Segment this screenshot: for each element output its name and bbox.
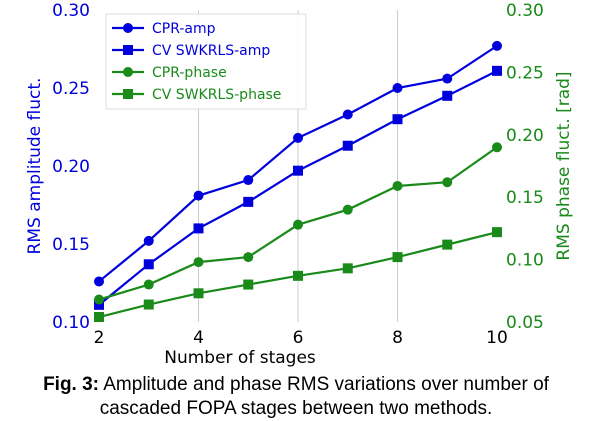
x-tick-label-4: 4	[193, 328, 204, 348]
y-right-tick-label-0.25: 0.25	[506, 63, 544, 83]
series-1-point-2	[193, 223, 204, 234]
series-0-point-4	[293, 132, 303, 143]
y-right-tick-label-0.30: 0.30	[506, 1, 544, 21]
series-1-point-0	[94, 299, 104, 310]
y-left-tick-label-0.25: 0.25	[52, 79, 90, 99]
series-3-point-6	[392, 252, 403, 263]
y-right-tick-label-0.15: 0.15	[506, 188, 544, 208]
legend-label-2: CPR-phase	[152, 65, 227, 81]
y-left-tick-label-0.10: 0.10	[52, 313, 90, 333]
series-0-point-6	[392, 83, 403, 93]
series-0-point-2	[193, 190, 204, 201]
legend-marker-0	[123, 23, 133, 33]
y-left-tick-label-0.30: 0.30	[52, 1, 90, 21]
series-1-point-1	[143, 259, 154, 270]
chart: 2 4 6 8 10 Number of stages 0.10 0.15 0.20 0.25 0.…	[25, 1, 574, 368]
legend-label-3: CV SWKRLS-phase	[152, 87, 281, 103]
series-0-point-3	[243, 175, 254, 186]
series-0-point-0	[94, 276, 104, 287]
series-1-point-7	[442, 90, 453, 101]
series-2-point-3	[243, 252, 254, 263]
series-2-point-5	[342, 204, 353, 215]
y-right-tick-label-0.10: 0.10	[506, 251, 544, 271]
figure-caption: Fig. 3: Amplitude and phase RMS variatio…	[0, 373, 592, 421]
x-tick-label-2: 2	[94, 328, 105, 348]
legend-marker-2	[123, 67, 133, 77]
series-1-point-5	[342, 140, 353, 151]
series-2-point-1	[143, 279, 154, 290]
series-3-point-7	[442, 239, 453, 250]
series-0-point-1	[143, 235, 154, 246]
caption-text: Amplitude and phase RMS variations over …	[99, 374, 549, 419]
series-2-point-4	[293, 219, 303, 230]
y-right-tick-label-0.05: 0.05	[506, 313, 544, 333]
series-2-point-8	[492, 142, 502, 153]
series-3-point-0	[94, 312, 104, 323]
series-2-point-0	[94, 294, 104, 305]
series-3-point-8	[492, 227, 502, 238]
series-1-point-4	[293, 165, 303, 176]
x-tick-label-6: 6	[293, 328, 304, 348]
y-right-tick-label-0.20: 0.20	[506, 126, 544, 146]
series-1-point-6	[392, 114, 403, 125]
series-2-point-7	[442, 177, 453, 188]
series-3-point-2	[193, 288, 204, 299]
series-0-point-8	[492, 40, 502, 51]
series-3-point-1	[143, 299, 154, 310]
x-axis-label: Number of stages	[164, 348, 316, 368]
series-3-point-5	[342, 263, 353, 274]
y-left-tick-label-0.15: 0.15	[52, 235, 90, 255]
legend-marker-1	[123, 45, 133, 55]
legend-label-1: CV SWKRLS-amp	[152, 43, 270, 59]
x-tick-label-10: 10	[486, 328, 508, 348]
series-2-point-2	[193, 257, 204, 268]
legend-label-0: CPR-amp	[152, 21, 216, 37]
series-1-point-3	[243, 196, 254, 207]
series-0-point-5	[342, 109, 353, 120]
y-left-tick-label-0.20: 0.20	[52, 157, 90, 177]
series-0-point-7	[442, 73, 453, 84]
series-1-point-8	[492, 65, 502, 76]
y-right-axis-label: RMS phase fluct. [rad]	[554, 71, 574, 260]
caption-label: Fig. 3:	[43, 374, 100, 395]
legend-marker-3	[123, 89, 133, 99]
series-3-point-4	[293, 270, 303, 281]
series-3-point-3	[243, 279, 254, 290]
series-2-point-6	[392, 180, 403, 191]
x-tick-label-8: 8	[392, 328, 403, 348]
y-left-axis-label: RMS amplitude fluct.	[25, 78, 45, 255]
